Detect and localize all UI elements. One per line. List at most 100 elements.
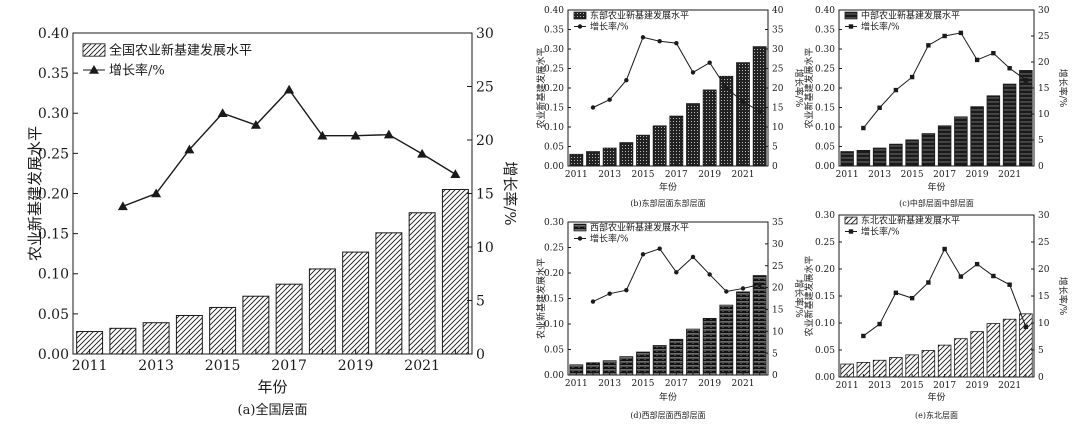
y-tick-label: 0.30: [815, 45, 835, 55]
y2-tick-label: 20: [1038, 58, 1050, 68]
y2-tick-label: 20: [772, 284, 784, 294]
panel-caption: (c)中部层面中部层面: [899, 198, 974, 208]
y2-tick-label: 5: [1038, 346, 1044, 356]
y-tick-label: 0.15: [544, 295, 564, 305]
bar-2014: [619, 142, 634, 167]
x-tick-label: 2021: [998, 170, 1021, 180]
y2-tick-label: 30: [1038, 211, 1050, 221]
bar-2017: [669, 338, 684, 376]
y-tick-label: 0.40: [815, 6, 835, 16]
x-tick-label: 2013: [138, 358, 174, 374]
legend-label-level: 东北农业新基建发展水平: [861, 215, 960, 227]
y2-axis-title: 增长率/%: [501, 161, 519, 225]
growth-point-2017: [284, 84, 295, 94]
bar-2015: [636, 134, 650, 167]
growth-point-2015: [640, 35, 646, 40]
bar-2015: [905, 354, 919, 378]
y2-tick-label: 0: [772, 162, 778, 172]
y-tick-label: 0.20: [815, 265, 835, 275]
growth-point-2017: [942, 246, 947, 252]
bar-2019: [970, 331, 984, 378]
growth-point-2019: [974, 261, 980, 267]
y2-tick-label: 15: [772, 306, 784, 316]
y-tick-label: 0.20: [544, 269, 564, 279]
legend-label-level: 西部农业新基建发展水平: [590, 222, 689, 234]
growth-point-2022: [1023, 324, 1029, 329]
growth-point-2022: [757, 282, 762, 287]
x-tick-label: 2013: [868, 170, 891, 180]
bar-2018: [954, 338, 968, 378]
y2-tick-label: 20: [1038, 265, 1050, 275]
y2-tick-label: 20: [476, 133, 494, 149]
x-tick-label: 2019: [698, 170, 721, 180]
bar-2019: [702, 317, 717, 376]
x-axis-title: 年份: [927, 181, 945, 193]
growth-point-2020: [991, 273, 996, 279]
growth-point-2021: [1007, 66, 1012, 71]
x-tick-label: 2011: [72, 358, 108, 374]
x-tick-label: 2021: [732, 170, 755, 180]
x-tick-label: 2017: [271, 358, 307, 374]
growth-point-2020: [724, 85, 729, 91]
growth-point-2015: [640, 252, 646, 257]
y-tick-label: 0.20: [815, 84, 835, 94]
y2-tick-label: 5: [772, 143, 778, 153]
y-tick-label: 0.25: [544, 65, 564, 75]
x-tick-label: 2019: [966, 381, 989, 391]
growth-rate-line: [862, 32, 1027, 129]
growth-point-2015: [217, 108, 228, 117]
growth-point-2018: [317, 130, 328, 140]
y2-axis-title: 增长率/%: [793, 279, 805, 318]
y2-axis-title: 增长率/%: [1057, 277, 1069, 316]
y-tick-label: 0.00: [815, 373, 835, 383]
growth-point-2013: [877, 321, 882, 327]
panel-b-east: 0.00 0.05 0.10 0.15 0.20 0.25 0.30 0.35 0.40 0 5 10…: [535, 6, 805, 208]
bar-2020: [375, 232, 403, 355]
y-tick-label: 0.10: [815, 123, 835, 133]
growth-point-2014: [893, 290, 899, 295]
y2-tick-label: 25: [772, 262, 784, 272]
y-tick-label: 0.05: [38, 307, 69, 323]
growth-point-2017: [674, 40, 679, 46]
legend-label-growth: 增长率/%: [590, 21, 629, 33]
x-tick-label: 2019: [338, 358, 374, 374]
growth-point-2022: [757, 109, 762, 114]
bar-2016: [921, 350, 936, 378]
legend-label-growth: 增长率/%: [109, 63, 165, 79]
y2-tick-label: 20: [772, 84, 784, 94]
y-tick-label: 0.35: [38, 66, 69, 82]
legend-label-level: 东部农业新基建发展水平: [590, 10, 689, 22]
y2-tick-label: 15: [1038, 292, 1050, 302]
bar-2015: [905, 139, 919, 167]
x-axis-title: 年份: [927, 391, 945, 403]
growth-point-2019: [707, 272, 712, 277]
y2-tick-label: 15: [476, 186, 494, 202]
growth-point-2022: [1023, 78, 1029, 83]
growth-point-2016: [250, 120, 261, 129]
y-tick-label: 0.20: [38, 186, 69, 202]
growth-point-2014: [624, 78, 629, 83]
y-tick-label: 0.00: [544, 371, 564, 381]
bar-2017: [275, 283, 303, 355]
growth-point-2014: [624, 287, 629, 293]
bar-2018: [308, 268, 336, 355]
x-tick-label: 2015: [632, 170, 655, 180]
x-tick-label: 2019: [698, 379, 721, 389]
bar-2016: [921, 133, 936, 167]
growth-point-2013: [607, 97, 612, 102]
growth-point-2015: [909, 74, 915, 80]
growth-point-2015: [909, 295, 915, 301]
panel-caption: (b)东部层面东部层面: [630, 198, 705, 208]
growth-point-2021: [1007, 282, 1012, 287]
growth-point-2019: [350, 130, 361, 140]
legend-swatch-bar: [844, 11, 858, 20]
growth-point-2013: [607, 291, 612, 296]
bar-2017: [937, 344, 952, 378]
y2-tick-label: 5: [772, 349, 778, 359]
x-tick-label: 2015: [205, 358, 241, 374]
y-tick-label: 0.05: [544, 143, 564, 153]
growth-point-2012: [861, 333, 866, 339]
y2-tick-label: 0: [1038, 162, 1044, 172]
growth-point-2016: [657, 39, 662, 44]
